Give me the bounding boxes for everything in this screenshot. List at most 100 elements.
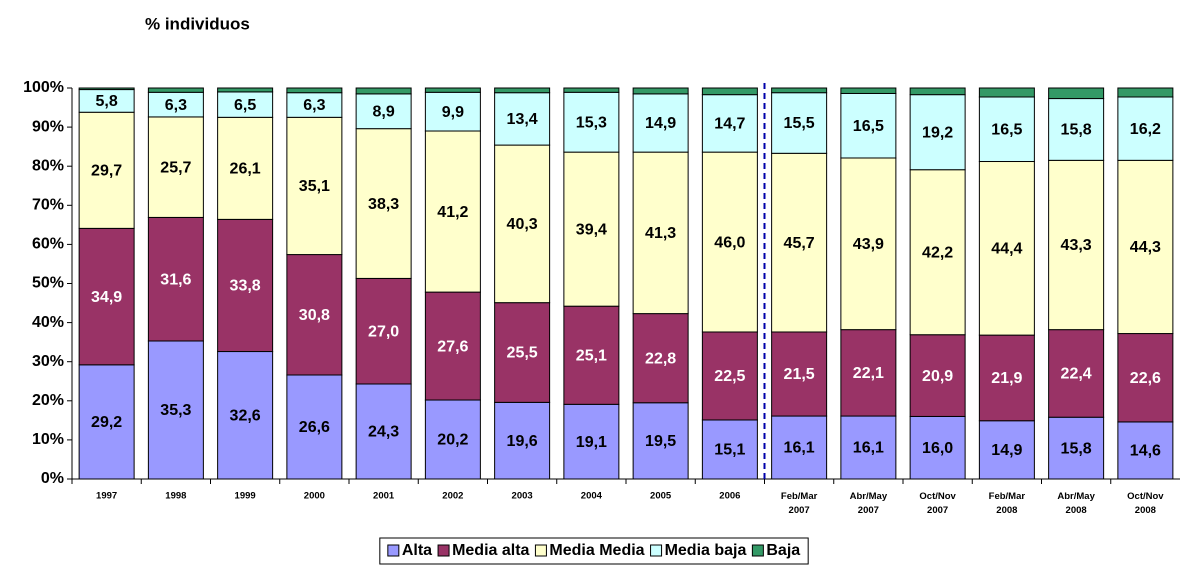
bar-segment (286, 87, 343, 94)
x-tick-line: Abr/May (1057, 491, 1095, 502)
y-tick-label: 30% (32, 353, 64, 370)
data-label: 33,8 (230, 278, 261, 295)
bar-segment (424, 91, 481, 132)
bar-segment (1048, 87, 1105, 100)
bar-segment (78, 87, 135, 91)
bar-segment (840, 157, 897, 331)
data-label: 32,6 (230, 407, 261, 424)
bar-segment (424, 87, 481, 93)
bar-segment (771, 92, 828, 154)
data-label: 24,3 (368, 424, 399, 441)
bar-segment (978, 87, 1035, 98)
x-tick-line: Oct/Nov (919, 491, 956, 502)
legend-swatch (534, 544, 547, 557)
data-label: 20,2 (437, 432, 468, 449)
bar-segment (147, 340, 204, 480)
bar-segment (147, 91, 204, 118)
bar-segment (147, 216, 204, 342)
x-tick-line: 2007 (858, 505, 879, 516)
x-tick-line: 2008 (1066, 505, 1087, 516)
legend-swatch (437, 544, 450, 557)
bar-segment (1048, 159, 1105, 331)
data-label: 16,5 (991, 121, 1022, 138)
bar-segment (840, 92, 897, 159)
bar-segment (217, 116, 274, 220)
bar-segment (563, 305, 620, 405)
x-tick-label: 2000 (304, 491, 325, 502)
bar-segment (355, 128, 412, 279)
data-label: 26,6 (299, 419, 330, 436)
bar-segment (78, 364, 135, 480)
x-tick-line: Feb/Mar (989, 491, 1026, 502)
data-label: 15,1 (714, 442, 745, 459)
bar-segment (286, 254, 343, 376)
bar-segment (494, 144, 551, 304)
data-label: 6,5 (234, 97, 256, 114)
bar-segment (978, 334, 1035, 422)
x-tick-label: Abr/May 2007 (850, 491, 888, 516)
data-label: 44,4 (991, 241, 1022, 258)
data-label: 15,8 (1061, 440, 1092, 457)
data-label: 22,1 (853, 365, 884, 382)
data-label: 21,5 (784, 366, 815, 383)
x-tick-label: Abr/May 2008 (1057, 491, 1095, 516)
bar-segment (355, 383, 412, 480)
bar-segment (1117, 421, 1174, 480)
bar-segment (840, 87, 897, 94)
data-label: 22,4 (1061, 366, 1092, 383)
data-label: 19,2 (922, 124, 953, 141)
bar-segment (1117, 333, 1174, 423)
bar-segment (632, 87, 689, 95)
bar-segment (424, 291, 481, 401)
x-tick-line: Feb/Mar (781, 491, 818, 502)
x-tick-line: 2008 (1135, 505, 1156, 516)
bar-segment (424, 130, 481, 293)
bar-segment (563, 87, 620, 93)
y-tick-label: 10% (32, 431, 64, 448)
data-label: 34,9 (91, 289, 122, 306)
data-label: 16,1 (784, 440, 815, 457)
x-tick-label: 2004 (581, 491, 603, 502)
bar-segment (909, 334, 966, 417)
x-tick-label: Feb/Mar 2008 (989, 491, 1026, 516)
data-label: 15,3 (576, 114, 607, 131)
bar-segment (217, 218, 274, 353)
data-label: 19,1 (576, 434, 607, 451)
x-tick-label: 1997 (96, 491, 117, 502)
x-tick-label: Oct/Nov 2008 (1127, 491, 1164, 516)
data-label: 22,6 (1130, 370, 1161, 387)
data-label: 45,7 (784, 235, 815, 252)
data-label: 8,9 (373, 103, 395, 120)
data-label: 19,5 (645, 433, 676, 450)
bar-segment (355, 277, 412, 385)
data-label: 38,3 (368, 196, 399, 213)
legend-swatch (387, 544, 400, 557)
data-label: 39,4 (576, 221, 607, 238)
data-label: 16,5 (853, 118, 884, 135)
x-tick-label: Oct/Nov 2007 (919, 491, 956, 516)
legend-label: Baja (766, 542, 800, 559)
data-label: 14,9 (645, 115, 676, 132)
data-label: 46,0 (714, 234, 745, 251)
chart-title: % individuos (145, 14, 250, 33)
y-tick-label: 70% (32, 197, 64, 214)
bar-segment (1117, 159, 1174, 335)
data-label: 35,3 (160, 402, 191, 419)
bar-segment (1048, 98, 1105, 161)
data-label: 20,9 (922, 368, 953, 385)
bar-segment (424, 399, 481, 480)
bar-segment (286, 116, 343, 256)
bar-segment (909, 169, 966, 336)
bar-segment (771, 152, 828, 333)
x-tick-line: 2007 (927, 505, 948, 516)
bar-segment (147, 87, 204, 93)
y-tick-label: 50% (32, 275, 64, 292)
data-label: 6,3 (303, 97, 325, 114)
bar-segment (632, 151, 689, 315)
bar-segment (217, 351, 274, 480)
data-label: 41,2 (437, 204, 468, 221)
bar-segment (494, 401, 551, 480)
data-label: 26,1 (230, 161, 261, 178)
bar-segment (701, 87, 758, 96)
data-label: 43,9 (853, 236, 884, 253)
